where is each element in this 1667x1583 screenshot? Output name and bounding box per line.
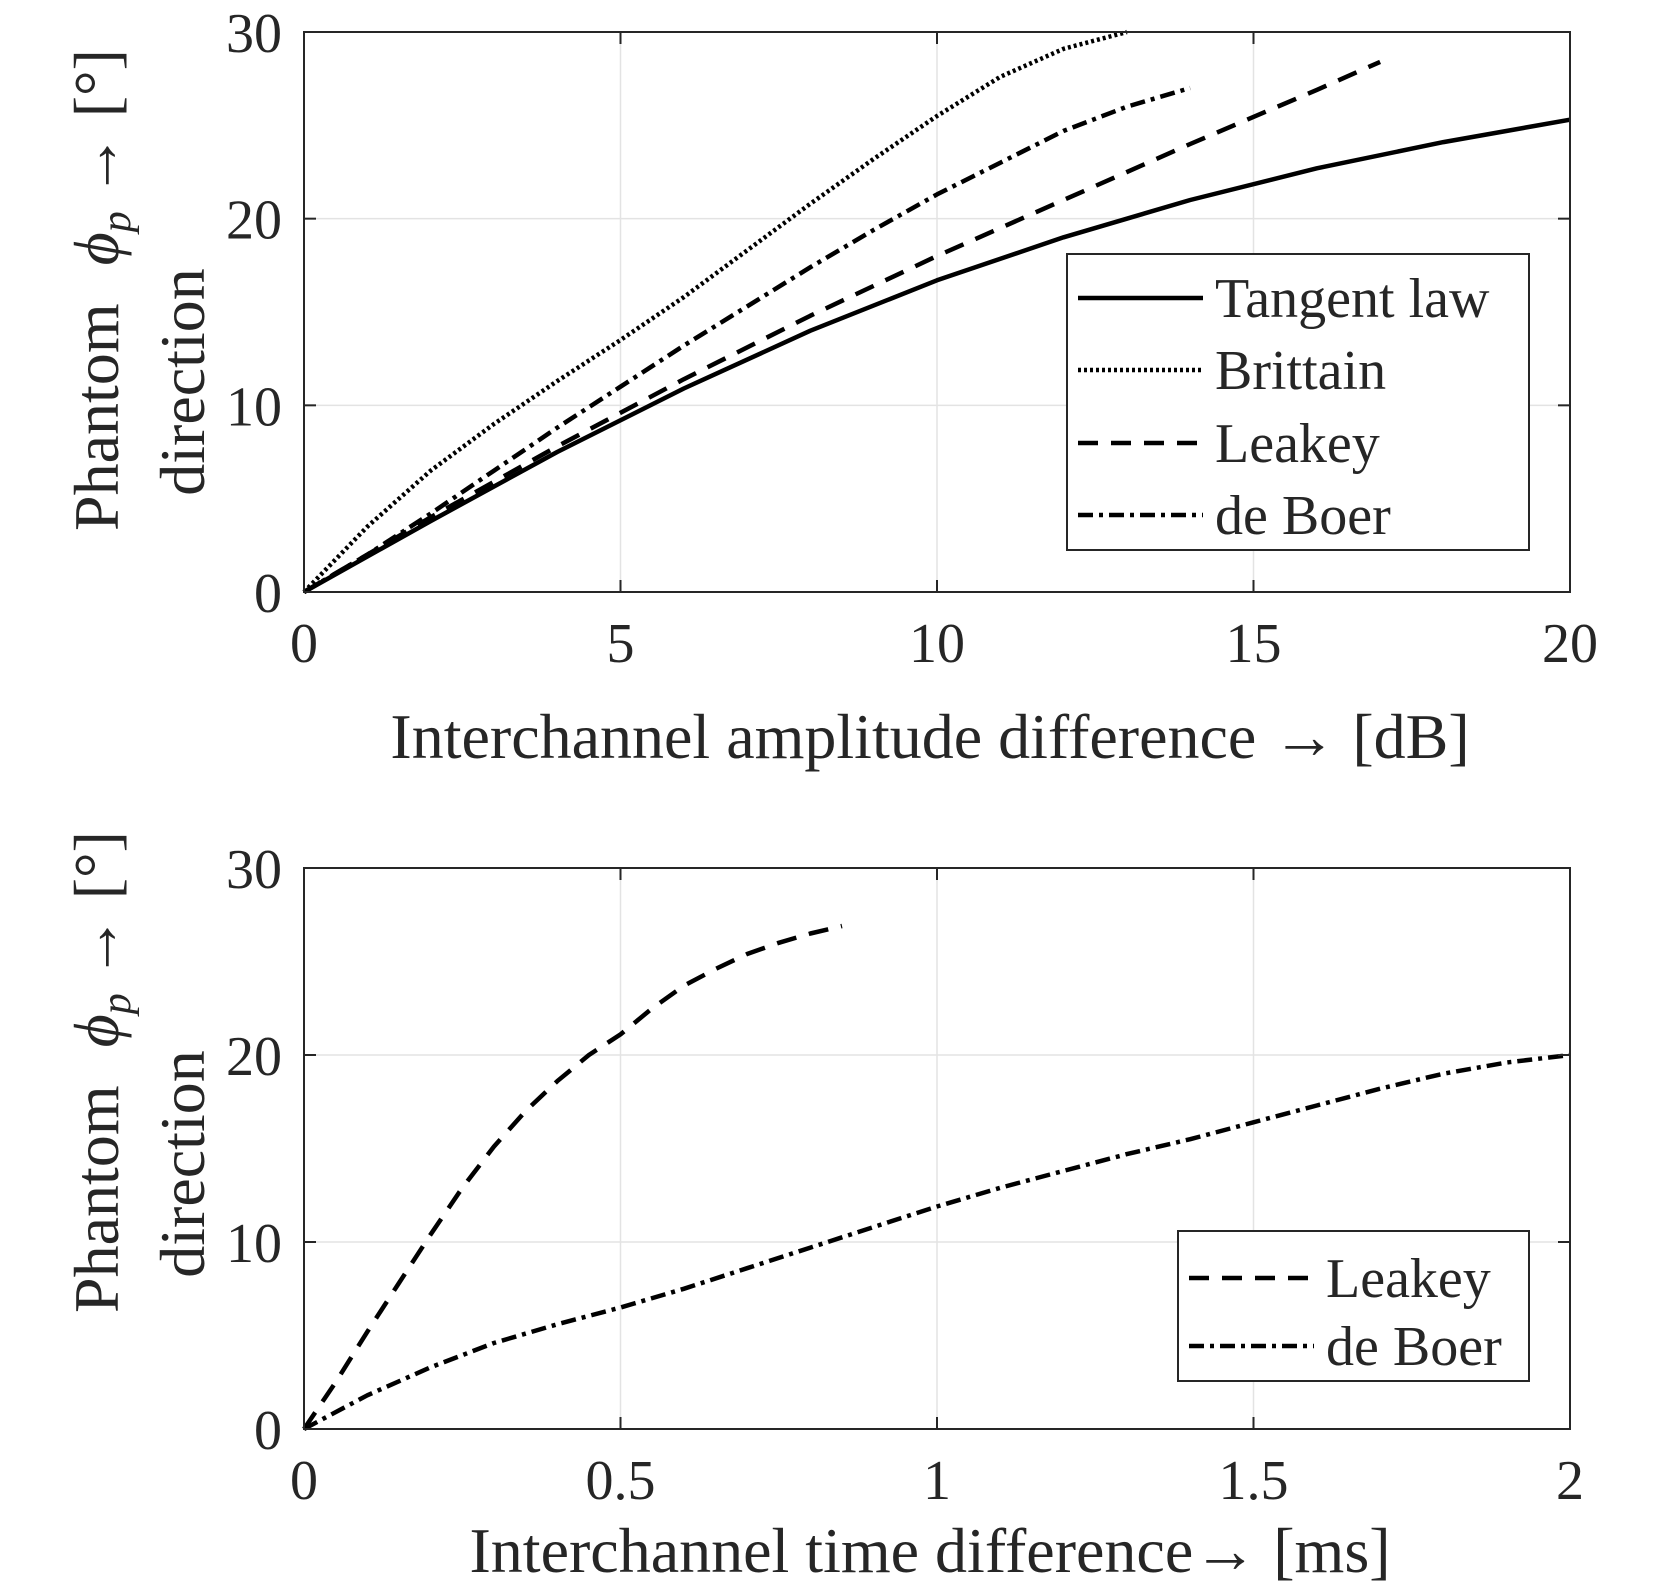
series-line-leakey bbox=[302, 59, 1382, 594]
y-axis-title-line1: Phantom bbox=[61, 303, 132, 531]
time-difference-chart: 0 0.5 1 1.5 2 0 10 20 30 Interchannel time diff… bbox=[61, 831, 1584, 1583]
legend-item: de Boer bbox=[1078, 485, 1391, 547]
legend-label: Brittain bbox=[1215, 340, 1386, 402]
y-axis-title-unit: → [°] bbox=[61, 49, 132, 197]
x-tick-label: 1.5 bbox=[1219, 1450, 1289, 1512]
y-tick-label: 30 bbox=[226, 839, 282, 901]
legend-item: Leakey bbox=[1078, 413, 1380, 475]
y-axis-title-unit: → [°] bbox=[61, 831, 132, 979]
x-tick-label: 1 bbox=[923, 1450, 951, 1512]
x-tick-label: 15 bbox=[1226, 613, 1282, 675]
x-tick-labels: 0 0.5 1 1.5 2 bbox=[290, 1450, 1584, 1512]
series-line-brittain bbox=[302, 29, 1128, 594]
legend-item: Tangent law bbox=[1078, 268, 1490, 330]
x-tick-label: 0 bbox=[290, 1450, 318, 1512]
y-tick-label: 20 bbox=[226, 1026, 282, 1088]
y-axis-title: Phantom ϕp → [°] direction bbox=[61, 831, 218, 1313]
svg-text:Phantom ϕp→ [°]: Phantom ϕp → [°] bbox=[61, 831, 140, 1313]
y-axis-title-line2: direction bbox=[147, 1050, 218, 1277]
y-axis-title-subscript: p bbox=[94, 211, 140, 235]
x-tick-label: 10 bbox=[909, 613, 965, 675]
legend-box bbox=[1066, 253, 1530, 551]
axes-frame bbox=[303, 867, 1571, 1430]
y-tick-label: 30 bbox=[226, 3, 282, 65]
legend-label: Tangent law bbox=[1215, 268, 1490, 330]
y-tick-labels: 0 10 20 30 bbox=[226, 839, 282, 1462]
legend-item: Leakey bbox=[1189, 1248, 1491, 1310]
legend-label: de Boer bbox=[1215, 485, 1391, 547]
y-tick-label: 20 bbox=[226, 190, 282, 252]
series-lines bbox=[302, 923, 1571, 1431]
x-tick-label: 20 bbox=[1542, 613, 1598, 675]
x-axis-title: Interchannel amplitude difference → [dB] bbox=[390, 701, 1469, 772]
legend-label: Leakey bbox=[1215, 413, 1380, 475]
series-line-de-boer bbox=[302, 85, 1191, 594]
legend: Tangent law Brittain Leakey de Boer bbox=[1066, 253, 1530, 551]
amplitude-difference-chart: 0 5 10 15 20 0 10 20 30 Interchannel amplitude … bbox=[61, 3, 1598, 772]
y-axis-title-line2: direction bbox=[147, 268, 218, 495]
axes-frame bbox=[303, 31, 1571, 593]
legend-label: Leakey bbox=[1326, 1248, 1491, 1310]
y-axis-title-subscript: p bbox=[94, 993, 140, 1017]
x-tick-label: 0.5 bbox=[586, 1450, 656, 1512]
series-line-leakey bbox=[302, 923, 843, 1431]
x-tick-label: 5 bbox=[607, 613, 635, 675]
series-lines bbox=[302, 29, 1571, 594]
series-line-de-boer bbox=[302, 1052, 1571, 1431]
y-tick-label: 0 bbox=[254, 1400, 282, 1462]
legend-box bbox=[1177, 1230, 1530, 1382]
legend-item: de Boer bbox=[1189, 1316, 1502, 1378]
y-tick-label: 0 bbox=[254, 563, 282, 625]
legend-item: Brittain bbox=[1078, 340, 1386, 402]
svg-text:Phantom ϕp→ [°]: Phantom ϕp → [°] bbox=[61, 49, 140, 531]
y-axis-title-line1: Phantom bbox=[61, 1085, 132, 1313]
x-tick-label: 0 bbox=[290, 613, 318, 675]
y-axis-title-symbol: ϕ bbox=[61, 232, 132, 265]
y-tick-label: 10 bbox=[226, 1213, 282, 1275]
y-tick-labels: 0 10 20 30 bbox=[226, 3, 282, 625]
x-axis-title: Interchannel time difference→ [ms] bbox=[469, 1515, 1390, 1583]
y-axis-title-symbol: ϕ bbox=[61, 1014, 132, 1047]
y-tick-label: 10 bbox=[226, 376, 282, 438]
y-axis-title: Phantom ϕp → [°] direction bbox=[61, 49, 218, 531]
series-line-tangent-law bbox=[302, 117, 1571, 594]
x-tick-label: 2 bbox=[1556, 1450, 1584, 1512]
x-tick-labels: 0 5 10 15 20 bbox=[290, 613, 1598, 675]
legend-label: de Boer bbox=[1326, 1316, 1502, 1378]
